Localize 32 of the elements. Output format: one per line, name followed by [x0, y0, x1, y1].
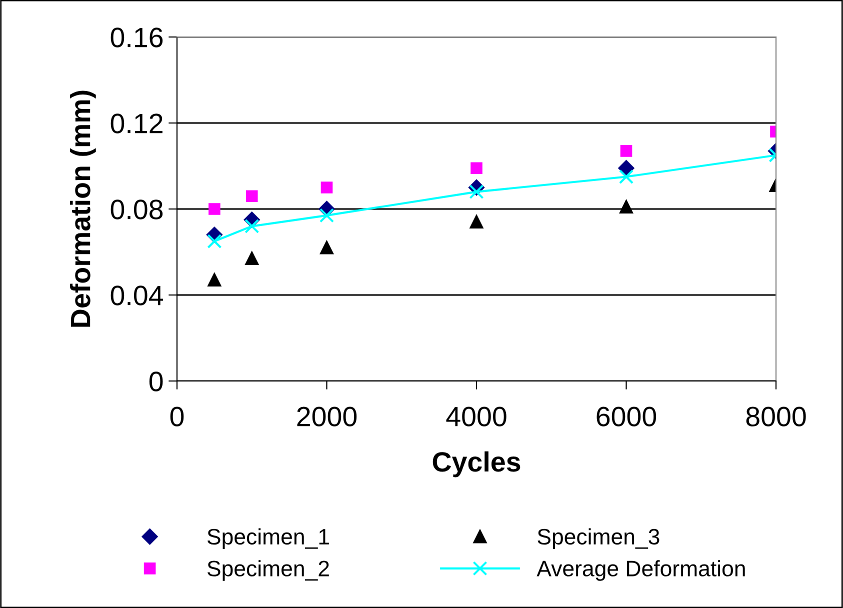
point — [320, 241, 334, 254]
point — [470, 215, 484, 228]
point — [207, 234, 222, 249]
legend-label: Specimen_3 — [538, 528, 660, 549]
y-tick-label: 0 — [149, 372, 163, 392]
x-tick-label: 0 — [170, 406, 184, 426]
legend-label: Specimen_1 — [207, 528, 329, 549]
y-tick-label: 0.08 — [110, 200, 163, 220]
point — [320, 182, 333, 194]
point — [469, 184, 484, 200]
x-tick-label: 2000 — [297, 406, 357, 426]
y-tick-label: 0.12 — [110, 114, 162, 134]
point — [620, 145, 632, 157]
point — [244, 218, 260, 234]
point — [208, 203, 220, 215]
point — [618, 169, 634, 184]
point — [620, 200, 633, 214]
x-tick-label: 4000 — [446, 406, 506, 426]
y-tick-label: 0.04 — [110, 286, 163, 306]
point — [319, 208, 334, 223]
y-tick-label: 0.16 — [110, 28, 163, 48]
y-axis-title: Deformation (mm) — [70, 90, 96, 327]
x-tick-label: 8000 — [746, 406, 806, 426]
point — [246, 190, 258, 202]
point — [208, 273, 222, 287]
x-tick-label: 6000 — [596, 406, 656, 426]
x-axis-title: Cycles — [432, 451, 520, 478]
legend-label: Specimen_2 — [207, 560, 329, 581]
legend-label: Average Deformation — [536, 560, 745, 581]
point — [618, 160, 634, 176]
point — [245, 252, 258, 266]
point — [470, 162, 482, 174]
